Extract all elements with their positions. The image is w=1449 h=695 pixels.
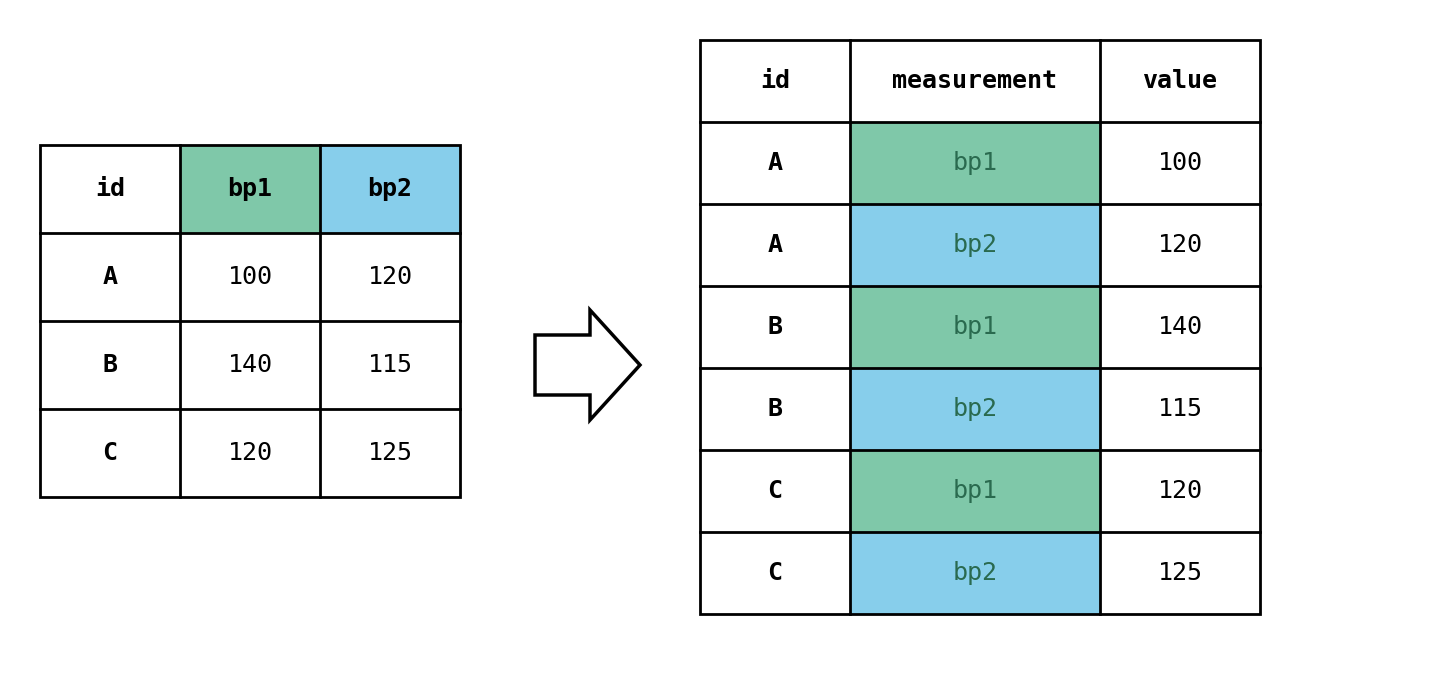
Text: bp1: bp1: [952, 151, 997, 175]
FancyBboxPatch shape: [1100, 40, 1261, 122]
Text: 140: 140: [227, 353, 272, 377]
FancyBboxPatch shape: [41, 145, 180, 233]
Text: 125: 125: [368, 441, 413, 465]
FancyBboxPatch shape: [851, 368, 1100, 450]
FancyBboxPatch shape: [851, 204, 1100, 286]
Text: 100: 100: [1158, 151, 1203, 175]
FancyBboxPatch shape: [700, 532, 851, 614]
Text: A: A: [103, 265, 117, 289]
Text: bp2: bp2: [952, 561, 997, 585]
Text: 120: 120: [227, 441, 272, 465]
Text: A: A: [768, 233, 782, 257]
Text: 100: 100: [227, 265, 272, 289]
FancyBboxPatch shape: [1100, 532, 1261, 614]
FancyBboxPatch shape: [180, 145, 320, 233]
FancyBboxPatch shape: [700, 204, 851, 286]
Text: B: B: [768, 397, 782, 421]
Text: 120: 120: [1158, 233, 1203, 257]
FancyBboxPatch shape: [851, 122, 1100, 204]
FancyBboxPatch shape: [1100, 450, 1261, 532]
FancyBboxPatch shape: [700, 40, 851, 122]
FancyBboxPatch shape: [1100, 368, 1261, 450]
FancyBboxPatch shape: [180, 321, 320, 409]
FancyBboxPatch shape: [180, 409, 320, 497]
Text: B: B: [768, 315, 782, 339]
FancyBboxPatch shape: [41, 409, 180, 497]
FancyBboxPatch shape: [1100, 204, 1261, 286]
FancyBboxPatch shape: [700, 368, 851, 450]
Text: 115: 115: [368, 353, 413, 377]
FancyBboxPatch shape: [320, 409, 459, 497]
FancyBboxPatch shape: [851, 450, 1100, 532]
FancyBboxPatch shape: [700, 450, 851, 532]
FancyBboxPatch shape: [41, 321, 180, 409]
Text: 120: 120: [1158, 479, 1203, 503]
Text: bp2: bp2: [952, 397, 997, 421]
Text: C: C: [103, 441, 117, 465]
Text: 125: 125: [1158, 561, 1203, 585]
Text: bp2: bp2: [368, 177, 413, 201]
Text: 120: 120: [368, 265, 413, 289]
FancyBboxPatch shape: [851, 532, 1100, 614]
FancyBboxPatch shape: [851, 40, 1100, 122]
FancyBboxPatch shape: [320, 145, 459, 233]
FancyBboxPatch shape: [320, 321, 459, 409]
FancyBboxPatch shape: [41, 233, 180, 321]
Text: A: A: [768, 151, 782, 175]
Text: id: id: [759, 69, 790, 93]
FancyBboxPatch shape: [1100, 286, 1261, 368]
FancyBboxPatch shape: [700, 286, 851, 368]
Bar: [41, 145, 459, 497]
Text: bp1: bp1: [227, 177, 272, 201]
Text: bp1: bp1: [952, 479, 997, 503]
FancyBboxPatch shape: [320, 233, 459, 321]
Text: bp1: bp1: [952, 315, 997, 339]
FancyBboxPatch shape: [851, 286, 1100, 368]
Text: 140: 140: [1158, 315, 1203, 339]
Text: value: value: [1142, 69, 1217, 93]
FancyBboxPatch shape: [180, 233, 320, 321]
Text: measurement: measurement: [893, 69, 1058, 93]
Text: B: B: [103, 353, 117, 377]
Text: bp2: bp2: [952, 233, 997, 257]
Bar: [700, 40, 1261, 614]
Text: C: C: [768, 479, 782, 503]
Text: id: id: [96, 177, 125, 201]
FancyBboxPatch shape: [700, 122, 851, 204]
Text: 115: 115: [1158, 397, 1203, 421]
Text: C: C: [768, 561, 782, 585]
Polygon shape: [535, 310, 640, 420]
FancyBboxPatch shape: [1100, 122, 1261, 204]
